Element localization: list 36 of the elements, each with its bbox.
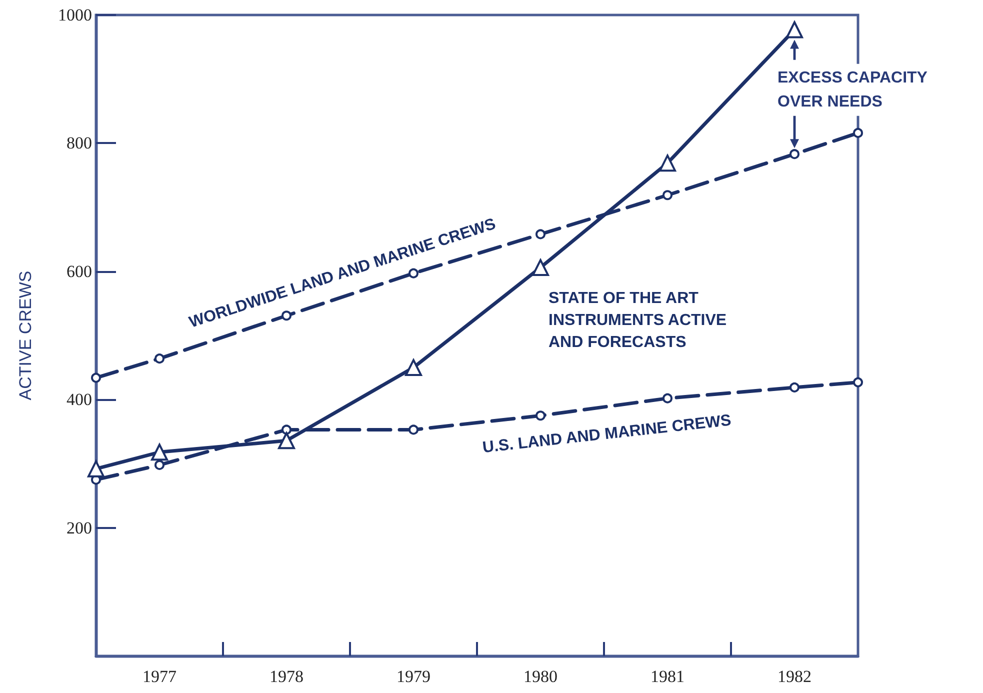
- point: [853, 377, 863, 388]
- x-tick-label: 1978: [270, 667, 304, 686]
- point: [151, 444, 168, 461]
- point: [786, 21, 803, 38]
- x-tick-label: 1981: [650, 667, 684, 686]
- point: [154, 460, 164, 470]
- y-tick-label: 600: [66, 262, 92, 281]
- point: [536, 410, 546, 421]
- x-tick-label: 1979: [396, 667, 430, 686]
- point: [278, 432, 295, 450]
- point: [282, 424, 292, 435]
- text: U.S. LAND AND MARINE CREWS: [482, 412, 732, 457]
- y-tick-label: 200: [66, 518, 92, 538]
- y-tick-label: 800: [66, 134, 92, 153]
- point: [88, 460, 104, 478]
- point: [662, 190, 672, 200]
- point: [405, 359, 422, 376]
- y-tick-label: 1000: [58, 6, 92, 24]
- point: [790, 382, 800, 392]
- y-tick-label: 400: [66, 390, 92, 410]
- annotation: EXCESS CAPACITY OVER NEEDS: [778, 69, 932, 110]
- y-axis-title: ACTIVE CREWS: [16, 270, 35, 400]
- point: [536, 229, 546, 240]
- point: [408, 424, 418, 435]
- point: [790, 149, 800, 160]
- point: [853, 128, 863, 138]
- point: [662, 393, 672, 404]
- point: [532, 259, 549, 276]
- x-tick-label: 1982: [778, 667, 812, 686]
- x-tick-label: 1980: [524, 667, 558, 686]
- point: [154, 354, 164, 364]
- series-label: STATE OF THE ART INSTRUMENTS ACTIVE AND FORECASTS: [548, 290, 732, 352]
- point: [408, 268, 418, 278]
- point: [659, 154, 676, 172]
- x-tick-label: 1977: [142, 667, 177, 686]
- point: [91, 372, 101, 383]
